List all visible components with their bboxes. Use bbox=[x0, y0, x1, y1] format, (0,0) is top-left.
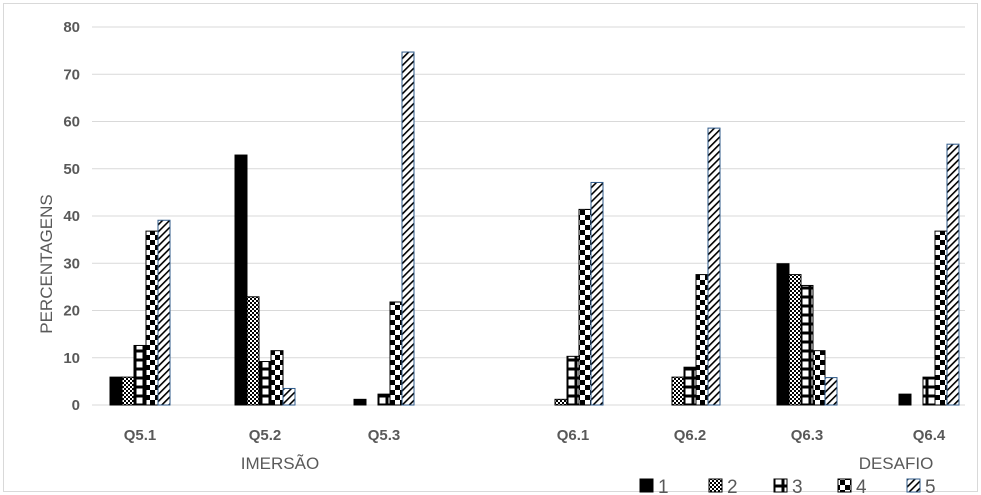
bar-Q5.1-series-3 bbox=[133, 344, 147, 406]
legend-swatch bbox=[837, 478, 852, 493]
x-tick-label: Q5.2 bbox=[249, 427, 282, 444]
x-tick-label: Q5.3 bbox=[368, 427, 401, 444]
bar-Q6.3-series-3 bbox=[800, 284, 814, 406]
bar-Q6.4-series-1 bbox=[898, 393, 912, 406]
group-label: DESAFIO bbox=[859, 454, 934, 473]
group-labels: IMERSÃO DESAFIO bbox=[241, 454, 934, 473]
bar-Q5.2-series-3 bbox=[258, 361, 272, 406]
bar-Q5.3-series-4 bbox=[389, 301, 403, 406]
y-tick-label: 70 bbox=[63, 66, 80, 83]
bar-Q5.1-series-1 bbox=[109, 376, 123, 406]
bar-Q6.1-series-5 bbox=[590, 181, 604, 406]
bar-Q5.3-series-3 bbox=[377, 393, 391, 406]
y-tick-label: 60 bbox=[63, 114, 80, 131]
bars bbox=[109, 51, 960, 406]
chart-frame bbox=[3, 3, 978, 492]
bar-Q6.2-series-5 bbox=[707, 127, 721, 406]
bar-Q5.3-series-1 bbox=[353, 398, 367, 406]
bar-Q6.3-series-4 bbox=[812, 350, 826, 406]
legend-swatch bbox=[773, 478, 788, 493]
x-tick-label: Q6.4 bbox=[913, 427, 946, 444]
bar-Q6.1-series-3 bbox=[566, 355, 580, 406]
bar-Q6.3-series-1 bbox=[776, 263, 790, 406]
y-axis-ticks: 0 10 20 30 40 50 60 70 80 bbox=[63, 19, 80, 414]
legend-label: 1 bbox=[658, 477, 669, 495]
y-tick-label: 20 bbox=[63, 303, 80, 320]
bar-Q6.4-series-4 bbox=[934, 230, 948, 406]
legend-swatch bbox=[639, 478, 654, 493]
bar-Q5.1-series-2 bbox=[121, 376, 135, 406]
bar-Q6.1-series-4 bbox=[578, 208, 592, 406]
bar-Q5.2-series-2 bbox=[246, 296, 260, 406]
bar-Q5.2-series-5 bbox=[282, 387, 296, 406]
gridlines bbox=[92, 26, 965, 406]
legend-label: 4 bbox=[856, 477, 867, 495]
y-tick-label: 10 bbox=[63, 350, 80, 367]
bar-Q5.2-series-4 bbox=[270, 350, 284, 406]
legend-swatch bbox=[906, 478, 921, 493]
bar-Q5.3-series-5 bbox=[401, 51, 415, 406]
y-tick-label: 30 bbox=[63, 255, 80, 272]
y-axis-label: PERCENTAGENS bbox=[37, 194, 56, 334]
x-tick-label: Q6.2 bbox=[674, 427, 707, 444]
x-tick-label: Q5.1 bbox=[124, 427, 157, 444]
legend-swatch bbox=[708, 478, 723, 493]
x-axis-ticks: Q5.1 Q5.2 Q5.3 Q6.1 Q6.2 Q6.3 Q6.4 bbox=[124, 427, 946, 444]
bar-Q6.1-series-2 bbox=[554, 398, 568, 406]
bar-Q5.1-series-4 bbox=[145, 230, 159, 406]
y-tick-label: 80 bbox=[63, 19, 80, 36]
legend: 1 2 3 4 5 bbox=[639, 477, 936, 495]
group-label: IMERSÃO bbox=[241, 454, 319, 473]
y-tick-label: 0 bbox=[72, 397, 80, 414]
bar-Q6.4-series-5 bbox=[946, 143, 960, 406]
bar-Q5.2-series-1 bbox=[234, 154, 248, 406]
y-tick-label: 50 bbox=[63, 161, 80, 178]
legend-label: 2 bbox=[727, 477, 738, 495]
bar-Q6.2-series-4 bbox=[695, 274, 709, 406]
bar-Q6.3-series-5 bbox=[824, 377, 838, 406]
x-tick-label: Q6.3 bbox=[791, 427, 824, 444]
bar-Q6.2-series-3 bbox=[683, 366, 697, 406]
legend-label: 3 bbox=[792, 477, 803, 495]
x-tick-label: Q6.1 bbox=[557, 427, 590, 444]
y-tick-label: 40 bbox=[63, 208, 80, 225]
bar-Q6.4-series-3 bbox=[922, 376, 936, 406]
bar-Q6.3-series-2 bbox=[788, 274, 802, 406]
bar-Q5.1-series-5 bbox=[157, 219, 171, 406]
bar-Q6.2-series-2 bbox=[671, 376, 685, 406]
legend-label: 5 bbox=[925, 477, 936, 495]
